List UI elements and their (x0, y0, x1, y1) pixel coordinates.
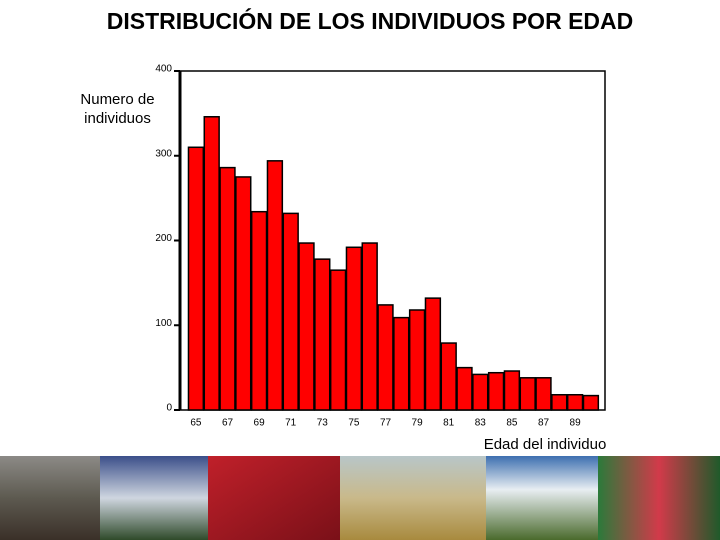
bar (582, 394, 600, 411)
bar (187, 146, 205, 411)
bar (345, 246, 363, 411)
x-tick-label: 71 (285, 418, 297, 429)
bar (377, 304, 394, 411)
bar (535, 377, 552, 411)
bar (487, 371, 505, 411)
bar (503, 370, 521, 411)
bar (424, 297, 442, 411)
y-tick-label: 0 (166, 403, 172, 414)
bar (203, 116, 220, 411)
bar (472, 373, 489, 411)
x-tick-label: 83 (475, 418, 487, 429)
x-tick-label: 81 (443, 418, 455, 429)
x-tick-label: 65 (190, 418, 202, 429)
y-tick-label: 400 (155, 64, 172, 75)
bar (519, 377, 536, 411)
bar (282, 212, 299, 411)
x-tick-label: 87 (538, 418, 550, 429)
y-tick-label: 300 (155, 148, 172, 159)
bar (235, 176, 252, 411)
bar (219, 166, 236, 411)
x-tick-label: 77 (380, 418, 392, 429)
x-tick-label: 85 (506, 418, 518, 429)
bar (566, 393, 584, 411)
bar (361, 242, 378, 411)
bar (393, 316, 410, 411)
y-tick-label: 200 (155, 233, 172, 244)
x-tick-label: 73 (317, 418, 329, 429)
y-tick-label: 100 (155, 318, 172, 329)
bar (314, 258, 331, 411)
chart-title: DISTRIBUCIÓN DE LOS INDIVIDUOS POR EDAD (107, 7, 633, 34)
x-tick-label: 89 (570, 418, 582, 429)
x-tick-label: 69 (254, 418, 266, 429)
x-axis-label: Edad del individuo (484, 436, 607, 453)
bar (440, 342, 457, 411)
bar (408, 309, 426, 411)
x-tick-label: 79 (412, 418, 424, 429)
bar (298, 242, 315, 411)
painting-strip (0, 456, 720, 540)
bar (329, 269, 347, 411)
bar (456, 366, 473, 411)
y-axis-label: Numero de individuos (80, 91, 155, 127)
x-tick-label: 75 (348, 418, 360, 429)
x-tick-label: 67 (222, 418, 234, 429)
bar (551, 393, 568, 411)
bar (266, 160, 284, 411)
bar (250, 210, 268, 411)
